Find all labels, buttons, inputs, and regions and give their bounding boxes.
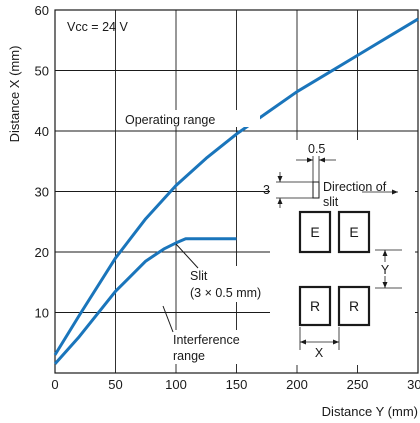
y-dim-label-bg	[379, 262, 391, 276]
series-line-interference-range	[53, 237, 237, 365]
y-dim-label: Y	[381, 263, 390, 277]
interference-leader-line	[162, 305, 174, 333]
y-tick-label: 60	[35, 3, 49, 18]
slit-width-arrowhead-right	[319, 157, 325, 163]
interference-label-bg	[170, 330, 256, 364]
receiver-right	[337, 285, 371, 327]
receiver-left	[298, 285, 332, 327]
x-tick-label: 50	[108, 377, 122, 392]
y-tick-label: 40	[35, 124, 49, 139]
operating-range-label: Operating range	[125, 113, 215, 127]
series-line-operating-range	[53, 17, 419, 356]
emitter-left-label: E	[310, 224, 319, 240]
plot-frame	[54, 9, 419, 374]
slit-width-label: 0.5	[308, 142, 325, 156]
tick-labels: 0 50 100 150 200 250 300 10 20 30 40 50 60	[35, 3, 420, 392]
slit-width-arrowhead-left	[307, 157, 313, 163]
y-dim-arrowhead-bottom	[382, 282, 388, 288]
y-axis-title: Distance X (mm)	[7, 46, 22, 143]
y-tick-label: 30	[35, 185, 49, 200]
receiver-right-label: R	[349, 298, 359, 314]
interference-range-label: Interference	[173, 333, 240, 347]
x-tick-label: 300	[407, 377, 420, 392]
condition-label: Vcc = 24 V	[67, 20, 128, 34]
series-lines	[53, 17, 419, 365]
x-dim-arrowhead-right	[333, 339, 339, 345]
slit-height-label: 3	[263, 183, 270, 197]
slit-height-arrowhead-bottom	[277, 198, 283, 204]
receiver-left-label: R	[310, 298, 320, 314]
y-dim-arrowhead-top	[382, 250, 388, 256]
sensor-inset-diagram: 0.5 3 Direction of slit E E R R Y	[263, 140, 415, 365]
y-tick-label: 20	[35, 245, 49, 260]
x-tick-label: 100	[165, 377, 187, 392]
slit-label: Slit	[190, 269, 208, 283]
slit-height-arrowhead-top	[277, 176, 283, 182]
x-dim-label: X	[315, 346, 324, 360]
x-tick-label: 250	[347, 377, 369, 392]
y-tick-label: 50	[35, 64, 49, 79]
x-tick-label: 150	[226, 377, 248, 392]
slit-rectangle	[312, 181, 320, 199]
emitter-right-label: E	[349, 224, 358, 240]
x-tick-label: 200	[286, 377, 308, 392]
emitter-right	[337, 210, 371, 254]
x-axis-title: Distance Y (mm)	[322, 404, 418, 419]
interference-range-label-2: range	[173, 349, 205, 363]
y-tick-label: 10	[35, 306, 49, 321]
direction-label: Direction of	[323, 180, 387, 194]
x-dim-arrowhead-left	[300, 339, 306, 345]
emitter-left	[298, 210, 332, 254]
direction-label-2: slit	[323, 195, 339, 209]
slit-size-label: (3 × 0.5 mm)	[190, 286, 261, 300]
x-tick-label: 0	[51, 377, 58, 392]
slit-leader-line	[175, 243, 199, 269]
operating-label-bg	[122, 110, 260, 127]
direction-arrowhead	[392, 189, 398, 195]
